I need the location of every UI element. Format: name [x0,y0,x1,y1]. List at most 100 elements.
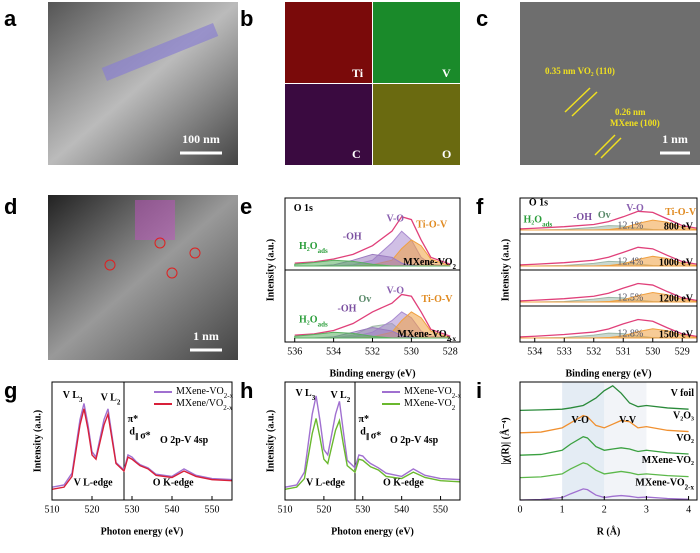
x-tick-label: 532 [365,346,380,357]
peak-label-main: Ti-O-V [422,295,454,306]
peak-label-main: V-O [626,203,644,214]
feature-label-main: V L [331,390,348,401]
shaded-region [604,382,647,500]
envelope [519,210,698,230]
map-c [285,84,372,165]
x-axis-label: Photon energy (eV) [331,526,414,537]
plot-frame [519,197,698,343]
feature-label-sub: ∥ [135,432,139,440]
spectrum-name: 800 eV [664,221,694,232]
x-axis-label: Binding energy (eV) [565,368,651,379]
feature-label-main: O K-edge [383,478,424,489]
rdf-line [519,436,689,456]
peak-label: -OH [573,212,592,223]
envelope [294,215,451,265]
x-tick-label: 534 [326,346,341,357]
peak-label-main: H₂O [299,315,318,326]
rdf-line [519,384,689,412]
feature-label-main: V L [296,388,313,399]
feature-label-main: O 2p-V 4sp [390,435,439,446]
feature-label-main: V L-edge [306,478,346,489]
feature-label: d∥ [129,427,138,440]
feature-label-main: V L [63,390,80,401]
feature-label: V L-edge [306,478,346,489]
spectrum-name-main: MXene-VO [397,329,446,340]
x-tick-label: 528 [443,346,458,357]
spectrum-line [51,408,233,490]
panel-letter: e [240,194,252,219]
peak-label-sub: ads [318,247,328,255]
peak-label: -OH [343,232,362,243]
peak-label-main: O 1s [529,198,548,209]
fringe [564,87,591,113]
element-label: V [442,66,451,80]
feature-label: V L3 [296,388,316,401]
x-axis-label: Photon energy (eV) [101,526,184,537]
peak-label-main: -OH [573,212,592,223]
x-tick-label: 533 [557,346,572,357]
series-label: V foil [671,388,695,399]
peak-label-main: H₂O [524,215,543,226]
x-tick-label: 550 [433,504,448,515]
map-v [373,2,460,83]
map-o [373,84,460,165]
feature-label: σ* [140,431,150,442]
feature-label: O K-edge [153,478,194,489]
envelope [294,293,451,337]
plot-frame [51,381,233,501]
series-label: V₂O₃ [673,411,694,422]
spectrum-name-sub: 2-x [447,335,457,343]
fringe-label: 0.35 nm VO₂ (110) [545,66,615,76]
spectrum-line [51,403,233,488]
legend-label: MXene-VO2 [404,398,456,411]
feature-label-main: V L-edge [74,478,114,489]
spectrum-line [284,395,461,488]
feature-label: V L3 [63,390,83,403]
series-label-main: VO₂ [676,433,694,444]
x-tick-label: 520 [316,504,331,515]
feature-label-main: π* [359,414,369,425]
spectrum-name: MXene-VO2-x [397,329,456,342]
peak-label: V-O [626,203,644,214]
series-label-sub: 2-x [685,483,695,491]
legend-label-main: MXene-VO [404,386,452,397]
legend-label-sub: 2-x [223,404,233,412]
vacancy-marker [189,247,201,259]
element-label: O [442,147,451,161]
feature-label: π* [128,414,138,425]
series-label: MXene-VO2-x [635,478,694,491]
hrtem-image [520,2,700,165]
element-label: Ti [352,66,364,80]
x-tick-label: 540 [394,504,409,515]
x-tick-label: 532 [586,346,601,357]
fringe-label: 0.26 nm [615,107,646,117]
map-ti [285,2,372,83]
x-tick-label: 520 [85,504,100,515]
component [294,259,451,267]
spectrum-name: 1000 eV [659,257,694,268]
feature-label-main: σ* [140,431,150,442]
feature-label: V L2 [101,393,121,406]
feature-label-sub: ∥ [366,432,370,440]
bond-label-main: V-O [571,415,589,426]
series-label-main: MXene-VO [635,478,684,489]
series-label-main: V₂O₃ [673,411,694,422]
x-tick-label: 0 [518,504,523,515]
x-tick-label: 531 [616,346,631,357]
feature-label: V L2 [331,390,351,403]
scale-label: 1 nm [193,329,219,343]
ov-share: 12.5% [617,292,643,303]
feature-label-main: O K-edge [153,478,194,489]
x-tick-label: 530 [125,504,140,515]
x-tick-label: 530 [404,346,419,357]
shaded-region [562,382,605,500]
x-tick-label: 510 [278,504,293,515]
series-label: MXene-VO₂ [642,455,694,466]
x-tick-label: 550 [205,504,220,515]
feature-label-sub: 2 [117,398,121,406]
legend-label: MXene-VO2-x [404,386,462,399]
envelope [519,282,698,302]
feature-label: π* [359,414,369,425]
panel-letter: b [240,6,253,31]
legend-label-sub: 2-x [452,392,462,400]
